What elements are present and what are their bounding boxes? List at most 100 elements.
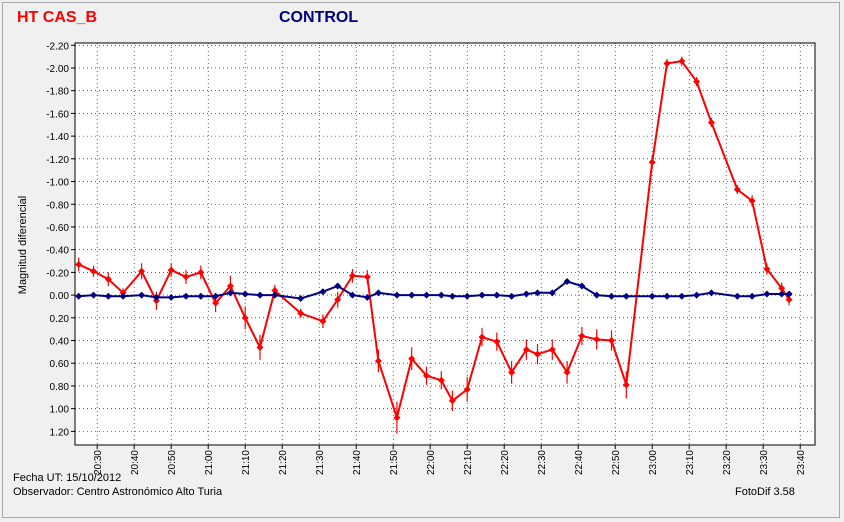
x-tick-label: 22:50 (611, 450, 622, 475)
x-tick-label: 21:50 (389, 450, 400, 475)
ht-cas-b-point (104, 275, 112, 283)
x-tick-label: 21:40 (352, 450, 363, 475)
target-title: HT CAS_B (17, 9, 98, 26)
control-title: CONTROL (279, 9, 359, 26)
ht-cas-b-point (522, 346, 530, 354)
y-tick-label: -1.40 (46, 132, 69, 143)
ht-cas-b-point (785, 296, 793, 304)
control-point (463, 292, 471, 300)
grid-lines (75, 43, 815, 445)
ht-cas-b-point (75, 260, 83, 268)
control-point (733, 292, 741, 300)
control-point (437, 291, 445, 299)
x-tick-label: 20:50 (167, 450, 178, 475)
ht-cas-b-point (408, 355, 416, 363)
y-tick-label: -1.20 (46, 155, 69, 166)
control-point (785, 290, 793, 298)
control-point (693, 291, 701, 299)
control-point (778, 290, 786, 298)
control-point (349, 291, 356, 299)
x-tick-label: 20:40 (130, 450, 141, 475)
ht-cas-b-point (622, 381, 630, 389)
ht-cas-b-point (349, 272, 356, 280)
control-point (448, 292, 456, 300)
control-point (256, 291, 264, 299)
y-tick-label: 0.00 (50, 291, 70, 302)
control-point (748, 292, 756, 300)
x-tick-label: 22:30 (537, 450, 548, 475)
y-tick-label: -1.00 (46, 178, 69, 189)
y-axis: -2.20 -2.00 -1.80 -1.60 -1.40 -1.20 -1.00 -0.80… (46, 41, 75, 438)
ht-cas-b-point (297, 309, 305, 317)
x-tick-label: 22:40 (574, 450, 585, 475)
control-point (75, 292, 83, 300)
control-series (75, 277, 793, 303)
y-tick-label: -0.80 (46, 200, 69, 211)
control-point (578, 282, 586, 290)
ht-cas-b-point (608, 337, 615, 345)
control-point (548, 289, 556, 297)
ht-cas-b-point (663, 59, 671, 67)
x-tick-label: 23:20 (722, 450, 733, 475)
ht-cas-b-point (393, 414, 401, 422)
control-point (622, 292, 630, 300)
x-tick-label: 22:10 (463, 450, 474, 475)
control-point (608, 292, 615, 300)
ht-cas-b-point (578, 332, 586, 340)
ht-cas-b-point (593, 335, 601, 343)
y-tick-label: -0.60 (46, 223, 69, 234)
x-tick-label: 21:00 (204, 450, 215, 475)
ht-cas-b-point (733, 185, 741, 193)
series-layer (75, 56, 793, 434)
control-point (522, 290, 530, 298)
control-point (90, 291, 97, 299)
y-tick-label: 1.20 (50, 427, 70, 438)
plot-background (74, 42, 816, 446)
x-tick-label: 22:20 (500, 450, 511, 475)
x-tick-label: 23:10 (685, 450, 696, 475)
control-point (493, 291, 501, 299)
control-point (319, 288, 327, 296)
ht-cas-b-point (463, 385, 471, 393)
x-tick-label: 23:00 (648, 450, 659, 475)
y-tick-label: -1.60 (46, 109, 69, 120)
y-tick-label: -2.20 (46, 41, 69, 52)
control-point (167, 293, 175, 301)
x-axis: 20:30 20:40 20:50 21:00 21:10 21:20 21:30 21:40… (93, 445, 807, 475)
y-tick-label: 0.80 (50, 382, 70, 393)
y-tick-label: 0.60 (50, 359, 70, 370)
control-point (374, 289, 382, 297)
x-tick-label: 23:40 (796, 450, 807, 475)
ht-cas-b-point (648, 158, 656, 166)
ht-cas-b-point (437, 376, 445, 384)
control-point (363, 293, 371, 301)
y-tick-label: -0.40 (46, 246, 69, 257)
ht-cas-b-point (138, 267, 146, 275)
control-point (408, 291, 416, 299)
control-point (534, 289, 541, 297)
ht-cas-b-point (212, 299, 220, 307)
ht-cas-b-point (271, 287, 279, 295)
control-point (152, 293, 160, 301)
plot-area (74, 42, 816, 446)
ht-cas-b-point (319, 317, 327, 325)
control-point (678, 292, 686, 300)
control-point (212, 292, 220, 300)
y-tick-label: -1.80 (46, 87, 69, 98)
ht-cas-b-point (748, 197, 756, 205)
y-tick-label: 0.20 (50, 314, 70, 325)
ht-cas-b-point (334, 296, 342, 304)
ht-cas-b-point (182, 273, 190, 281)
ht-cas-b-point (493, 338, 501, 346)
y-tick-label: -2.00 (46, 64, 69, 75)
control-point (271, 291, 279, 299)
ht-cas-b-point (167, 266, 175, 274)
y-tick-label: 0.40 (50, 337, 70, 348)
ht-cas-b-point (707, 118, 715, 126)
x-tick-label: 23:30 (759, 450, 770, 475)
control-point (593, 291, 601, 299)
ht-cas-b-point (563, 368, 571, 376)
ht-cas-b-point (693, 78, 701, 86)
x-tick-label: 21:30 (315, 450, 326, 475)
software-label: FotoDif 3.58 (735, 486, 795, 498)
